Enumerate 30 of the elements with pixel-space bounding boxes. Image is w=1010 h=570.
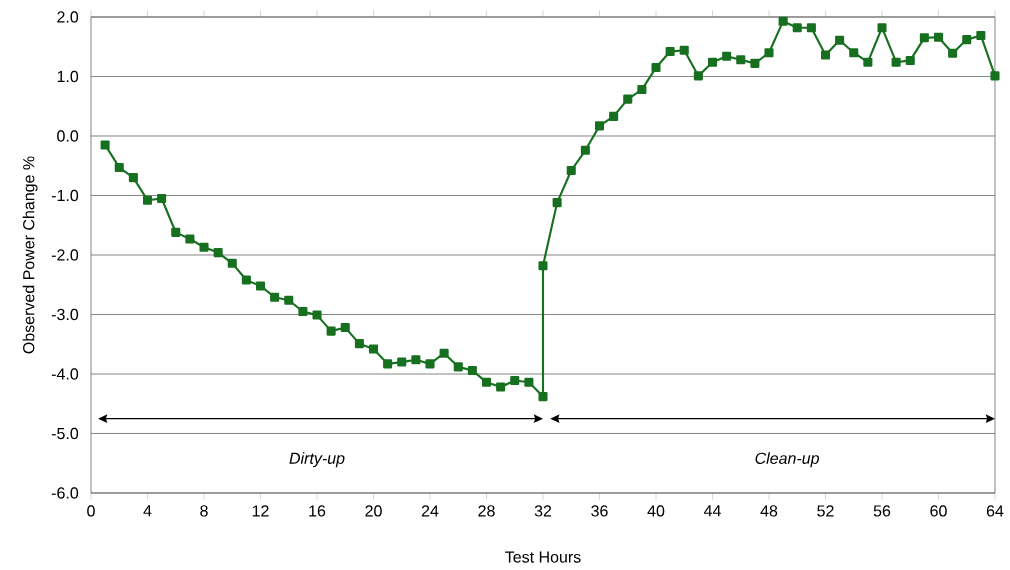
y-tick-label: -4.0: [51, 368, 79, 380]
x-tick-label: 52: [817, 505, 834, 517]
annotation: Dirty-up: [289, 452, 345, 468]
x-tick-label: 12: [252, 505, 269, 517]
x-tick-label: 8: [200, 505, 208, 517]
x-tick-label: 4: [143, 505, 152, 517]
x-tick-label: 48: [760, 505, 778, 517]
y-tick-label: -5.0: [51, 427, 79, 440]
y-tick-label: 0.0: [57, 130, 79, 142]
y-tick-label: 2.0: [57, 11, 79, 23]
y-tick-label: -2.0: [51, 249, 79, 261]
x-tick-label: 24: [421, 505, 439, 517]
y-tick-label: -6.0: [51, 487, 79, 499]
x-tick-label: 64: [986, 505, 1004, 517]
x-tick-label: 32: [534, 505, 552, 517]
x-tick-label: 56: [873, 505, 891, 517]
x-tick-label: 20: [365, 505, 382, 517]
x-tick-label: 28: [478, 505, 495, 517]
x-tick-label: 60: [930, 505, 947, 517]
x-tick-label: 0: [87, 505, 95, 517]
y-axis-title: Observed Power Change %: [22, 156, 38, 354]
x-tick-label: 36: [591, 505, 608, 517]
y-tick-label: 1.0: [57, 70, 79, 83]
x-tick-label: 40: [647, 505, 665, 517]
x-tick-label: 16: [309, 505, 326, 517]
annotation: Clean-up: [755, 452, 820, 468]
x-tick-label: 44: [703, 505, 721, 517]
y-tick-label: -3.0: [51, 308, 79, 321]
x-axis-title: Test Hours: [505, 551, 581, 563]
y-tick-label: -1.0: [51, 189, 79, 202]
